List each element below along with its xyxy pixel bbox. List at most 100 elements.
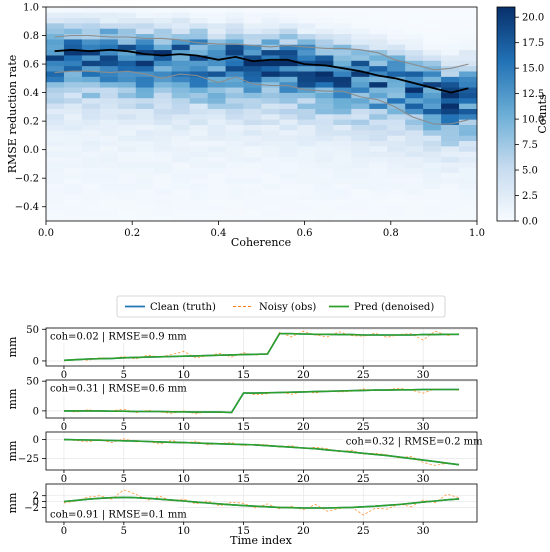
heatmap-cell	[117, 23, 137, 29]
heatmap-cell	[189, 146, 208, 152]
heatmap-cell	[441, 81, 460, 88]
y-tick-label: 50	[26, 325, 39, 336]
heatmap-cell	[225, 135, 244, 142]
lower-quantile-line	[54, 70, 469, 125]
heatmap-cell	[405, 12, 424, 18]
heatmap-cell	[117, 194, 137, 200]
colorbar-ticks: 0.0 2.5 5.0 7.5 10.0 12.5 15.0 17.5 20.0	[515, 13, 544, 228]
heatmap-cell	[261, 76, 280, 83]
heatmap-cell	[405, 103, 424, 109]
heatmap-cell	[297, 194, 316, 200]
heatmap-cell	[207, 119, 226, 125]
heatmap-cell	[441, 33, 460, 40]
heatmap-cell	[63, 140, 83, 147]
heatmap-cell	[153, 204, 173, 211]
heatmap-cell	[207, 33, 226, 40]
heatmap-cell	[63, 33, 83, 40]
heatmap-cell	[351, 172, 370, 179]
heatmap-cell	[63, 60, 83, 67]
heatmap-cell	[369, 210, 388, 216]
heatmap-cell	[81, 92, 101, 99]
heatmap-cell	[279, 210, 298, 216]
heatmap-cell	[189, 60, 208, 67]
heatmap-cell	[117, 28, 137, 35]
x-tick-label: 25	[357, 474, 370, 485]
heatmap-cell	[46, 103, 65, 109]
heatmap-cell	[333, 97, 352, 104]
heatmap-cell	[315, 49, 334, 56]
heatmap-cell	[423, 151, 442, 158]
heatmap-cell	[171, 178, 190, 184]
x-tick-label: 30	[417, 526, 430, 537]
heatmap-cell	[243, 210, 262, 216]
heatmap-cell	[171, 92, 190, 99]
heatmap-cell	[99, 28, 119, 35]
heatmap-cell	[117, 119, 137, 125]
heatmap-cell	[405, 199, 424, 206]
colorbar-tick-label: 2.5	[522, 191, 538, 202]
heatmap-cell	[459, 103, 478, 109]
heatmap-cell	[153, 108, 173, 115]
heatmap-cell	[297, 172, 316, 179]
heatmap-cell	[189, 39, 208, 45]
heatmap-cell	[333, 87, 352, 93]
heatmap-cell	[207, 140, 226, 147]
heatmap-cell	[297, 167, 316, 174]
heatmap-cell	[261, 135, 280, 142]
heatmap-cell	[369, 12, 388, 18]
heatmap-cell	[351, 183, 370, 190]
heatmap-cell	[315, 215, 334, 222]
heatmap-cell	[333, 33, 352, 40]
heatmap-cell	[153, 65, 173, 72]
heatmap-cell	[46, 17, 65, 24]
heatmap-cell	[153, 130, 173, 136]
heatmap-cell	[261, 194, 280, 200]
heatmap-cell	[189, 49, 208, 56]
heatmap-cell	[423, 103, 442, 109]
heatmap-cell	[207, 87, 226, 93]
heatmap-cell	[225, 71, 244, 77]
heatmap-cell	[279, 151, 298, 158]
heatmap-cell	[153, 28, 173, 35]
heatmap-cell	[261, 156, 280, 163]
heatmap-cell	[153, 199, 173, 206]
heatmap-cell	[279, 7, 298, 13]
heatmap-cell	[99, 114, 119, 120]
heatmap-cell	[189, 55, 208, 61]
heatmap-cell	[279, 215, 298, 222]
panel-annotation: coh=0.32 | RMSE=0.2 mm	[346, 437, 483, 448]
heatmap-cell	[225, 87, 244, 93]
heatmap-cell	[99, 167, 119, 174]
heatmap-cell	[279, 194, 298, 200]
heatmap-cell	[189, 7, 208, 13]
heatmap-cell	[207, 135, 226, 142]
heatmap-cell	[441, 28, 460, 35]
heatmap-cell	[171, 87, 190, 93]
heatmap-cell	[297, 92, 316, 99]
heatmap-cell	[46, 12, 65, 18]
heatmap-cell	[243, 194, 262, 200]
heatmap-cell	[171, 44, 190, 51]
heatmap-cell	[243, 39, 262, 45]
heatmap-cell	[351, 103, 370, 109]
heatmap-cell	[423, 12, 442, 18]
heatmap-cell	[207, 23, 226, 29]
y-tick-label: 0	[33, 406, 39, 417]
heatmap-cell	[99, 55, 119, 61]
legend-label-pred: Pred (denoised)	[354, 302, 434, 313]
heatmap-cell	[46, 183, 65, 190]
colorbar-tick-label: 12.5	[522, 89, 544, 100]
heatmap-cell	[63, 183, 83, 190]
heatmap-cell	[441, 124, 460, 131]
heatmap-cell	[46, 65, 65, 72]
heatmap-cell	[333, 44, 352, 51]
panel-y-label: mm	[6, 440, 19, 461]
heatmap-cell	[153, 151, 173, 158]
heatmap-cell	[315, 124, 334, 131]
heatmap-cell	[333, 60, 352, 67]
heatmap-cell	[153, 60, 173, 67]
x-tick-label: 0.0	[38, 228, 54, 239]
heatmap-cell	[423, 194, 442, 200]
heatmap-cell	[441, 97, 460, 104]
